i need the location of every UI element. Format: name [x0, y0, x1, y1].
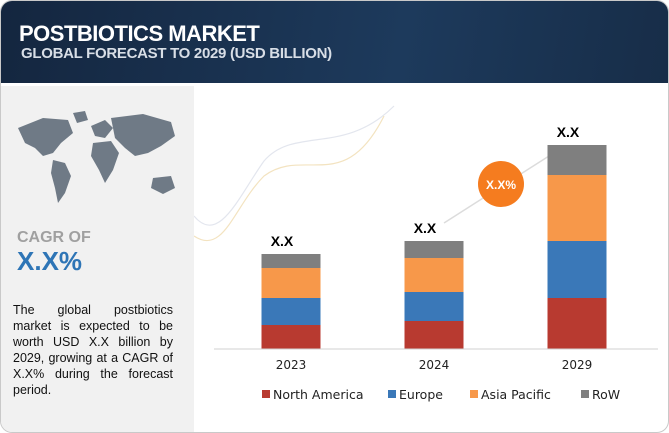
bar-north-america-2023	[261, 325, 321, 349]
cagr-value: X.X%	[17, 246, 83, 276]
legend-swatch	[470, 390, 478, 398]
legend-label: Europe	[399, 387, 443, 402]
page-title: POSTBIOTICS MARKET	[19, 21, 260, 46]
market-description: The global postbiotics market is expecte…	[13, 303, 173, 397]
bar-north-america-2029	[547, 298, 607, 349]
legend-label: Asia Pacific	[481, 387, 551, 402]
bar-europe-2024	[404, 292, 464, 321]
bar-asia-pacific-2029	[547, 175, 607, 241]
bar-europe-2029	[547, 241, 607, 298]
bar-europe-2023	[261, 298, 321, 325]
bar-asia-pacific-2023	[261, 268, 321, 298]
decorative-curve	[194, 105, 395, 226]
stacked-bar-chart: X.X 2023 X.X 2024 X.X 2029 X.X% North America…	[194, 105, 658, 402]
cagr-label: CAGR OF	[17, 229, 91, 246]
world-map-icon	[18, 111, 175, 203]
bar-row-2023	[261, 254, 321, 268]
x-tick-label: 2023	[276, 358, 307, 372]
x-tick-label: 2024	[419, 358, 450, 372]
total-label: X.X	[271, 233, 294, 249]
legend-label: North America	[273, 387, 364, 402]
total-label: X.X	[557, 124, 580, 140]
legend-swatch	[262, 390, 270, 398]
cagr-badge-text: X.X%	[486, 178, 516, 192]
decorative-curve	[194, 115, 385, 242]
x-tick-label: 2029	[562, 358, 593, 372]
bar-asia-pacific-2024	[404, 258, 464, 292]
page-subtitle: GLOBAL FORECAST TO 2029 (USD BILLION)	[21, 45, 332, 62]
total-label: X.X	[414, 220, 437, 236]
header-banner: POSTBIOTICS MARKET GLOBAL FORECAST TO 20…	[1, 1, 668, 83]
legend-swatch	[581, 390, 589, 398]
cagr-badge: X.X%	[478, 161, 524, 207]
summary-panel: CAGR OF X.X% The global postbiotics mark…	[1, 86, 194, 432]
bar-north-america-2024	[404, 321, 464, 349]
bar-row-2024	[404, 241, 464, 258]
bar-row-2029	[547, 145, 607, 175]
legend-label: RoW	[592, 387, 620, 402]
legend-swatch	[388, 390, 396, 398]
